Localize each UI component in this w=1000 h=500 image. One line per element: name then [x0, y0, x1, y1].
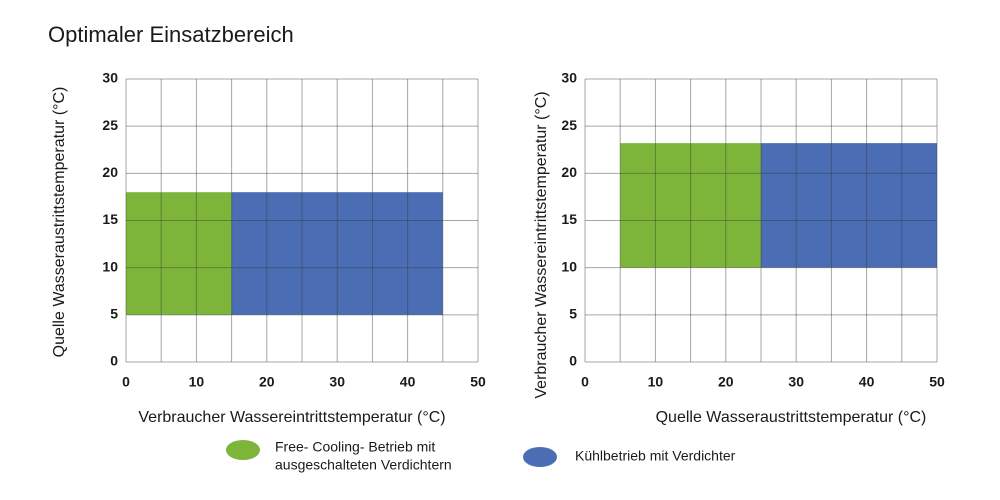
- x-tick-label: 20: [259, 374, 275, 390]
- x-tick-label: 10: [189, 374, 205, 390]
- y-tick-label: 15: [561, 211, 577, 227]
- y-tick-label: 25: [561, 117, 577, 133]
- y-tick-label: 20: [102, 164, 118, 180]
- legend-label: ausgeschalteten Verdichtern: [275, 457, 452, 473]
- x-tick-label: 50: [470, 374, 486, 390]
- y-tick-label: 5: [110, 306, 118, 322]
- x-tick-label: 30: [788, 374, 804, 390]
- x-tick-label: 50: [929, 374, 945, 390]
- x-axis-title: Verbraucher Wassereintrittstemperatur (°…: [138, 409, 445, 426]
- region: [761, 143, 937, 268]
- y-tick-label: 20: [561, 164, 577, 180]
- y-axis-title: Verbraucher Wassereintrittstemperatur (°…: [533, 91, 550, 398]
- legend-swatch: [523, 447, 557, 467]
- x-axis-title: Quelle Wasseraustrittstemperatur (°C): [656, 409, 927, 426]
- x-tick-label: 40: [400, 374, 416, 390]
- region: [620, 143, 761, 268]
- page-title: Optimaler Einsatzbereich: [48, 22, 294, 47]
- legend-label: Free- Cooling- Betrieb mit: [275, 439, 435, 455]
- y-tick-label: 5: [569, 306, 577, 322]
- y-tick-label: 15: [102, 211, 118, 227]
- y-tick-label: 30: [102, 70, 118, 86]
- region: [126, 192, 232, 315]
- y-tick-label: 10: [561, 258, 577, 274]
- y-tick-label: 0: [110, 353, 118, 369]
- y-tick-label: 25: [102, 117, 118, 133]
- legend-label: Kühlbetrieb mit Verdichter: [575, 448, 736, 464]
- y-axis-title: Quelle Wasseraustrittstemperatur (°C): [51, 87, 68, 358]
- x-tick-label: 30: [329, 374, 345, 390]
- x-tick-label: 20: [718, 374, 734, 390]
- region: [231, 192, 443, 315]
- y-tick-label: 30: [561, 70, 577, 86]
- y-tick-label: 10: [102, 258, 118, 274]
- x-tick-label: 0: [122, 374, 130, 390]
- y-tick-label: 0: [569, 353, 577, 369]
- x-tick-label: 40: [859, 374, 875, 390]
- x-tick-label: 0: [581, 374, 589, 390]
- legend-swatch: [226, 440, 260, 460]
- x-tick-label: 10: [648, 374, 664, 390]
